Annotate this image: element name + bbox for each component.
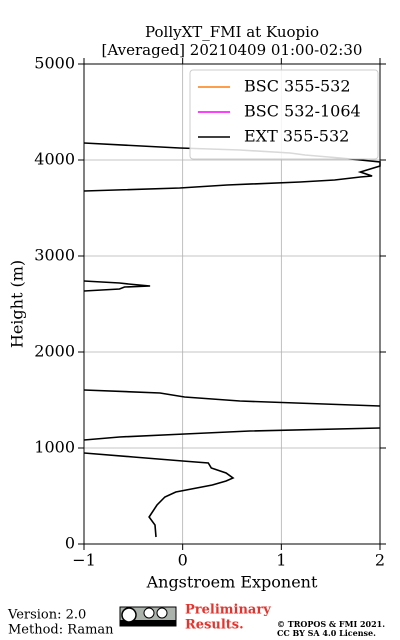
method: Method: Raman	[8, 623, 114, 638]
legend-label: EXT 355-532	[244, 127, 349, 146]
legend-label: BSC 532-1064	[244, 102, 361, 121]
preliminary: Preliminary	[185, 603, 271, 618]
license: © TROPOS & FMI 2021.	[277, 619, 385, 629]
y-tick-label: 1000	[34, 438, 75, 457]
x-axis-label: Angstroem Exponent	[146, 573, 318, 592]
version: Version: 2.0	[7, 608, 86, 623]
legend-box	[189, 69, 379, 160]
legend-label: BSC 355-532	[244, 77, 351, 96]
license: CC BY SA 4.0 License.	[277, 628, 376, 638]
chart-title: PollyXT_FMI at Kuopio	[145, 23, 319, 41]
y-tick-label: 3000	[34, 246, 75, 265]
y-tick-label: 0	[65, 534, 75, 553]
preliminary: Results.	[185, 618, 244, 633]
y-axis-label: Height (m)	[8, 260, 27, 348]
plot-frame	[83, 63, 381, 545]
x-tick-label: 2	[375, 551, 385, 570]
y-tick-label: 2000	[34, 342, 75, 361]
y-tick-label: 4000	[34, 150, 75, 169]
cc-badge	[119, 606, 177, 627]
x-tick-label: 0	[178, 551, 188, 570]
data-line	[84, 142, 381, 538]
chart-subtitle: [Averaged] 20210409 01:00-02:30	[102, 41, 363, 59]
y-tick-label: 5000	[34, 54, 75, 73]
x-tick-label: −1	[72, 551, 96, 570]
x-tick-label: 1	[276, 551, 286, 570]
